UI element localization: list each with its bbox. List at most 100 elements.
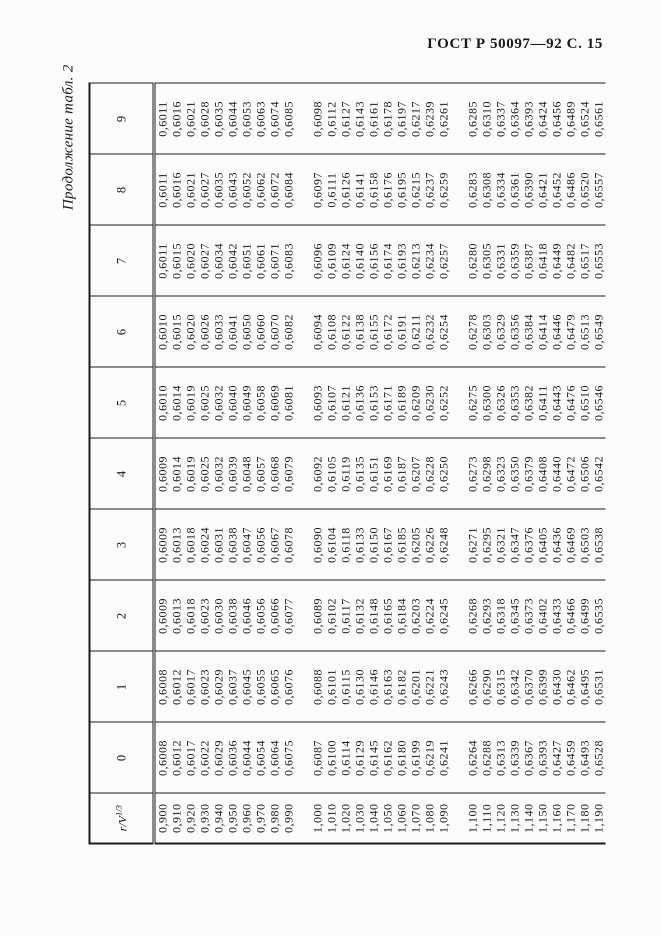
table-cell: 0,6176 bbox=[380, 154, 395, 226]
table-cell: 0,6345 bbox=[507, 580, 522, 652]
row-label: 1,100 bbox=[465, 803, 480, 834]
table-cell: 0,6456 bbox=[549, 83, 564, 155]
table-cell: 0,6217 bbox=[408, 83, 423, 155]
table-row-1,050: 1,050 0,6162 0,6163 0,6165 0,6167 0,6169 0,617… bbox=[380, 83, 395, 844]
table-cell: 0,6479 bbox=[563, 296, 578, 368]
table-cell: 0,6182 bbox=[394, 651, 409, 723]
table-row-1,120: 1,120 0,6313 0,6315 0,6318 0,6321 0,6323 0,632… bbox=[493, 83, 508, 844]
table-cell: 0,6248 bbox=[436, 509, 451, 581]
table-cell: 0,6331 bbox=[493, 225, 508, 297]
table-cell: 0,6022 bbox=[197, 722, 212, 794]
table-cell: 0,6298 bbox=[479, 438, 494, 510]
table-cell: 0,6402 bbox=[535, 580, 550, 652]
row-label: 0,970 bbox=[253, 803, 268, 834]
table-cell: 0,6163 bbox=[380, 651, 395, 723]
table-cell: 0,6118 bbox=[338, 509, 353, 581]
table-cell: 0,6158 bbox=[366, 154, 381, 226]
table-cell: 0,6089 bbox=[310, 580, 325, 652]
table-cell: 0,6037 bbox=[225, 651, 240, 723]
table-cell: 0,6486 bbox=[563, 154, 578, 226]
gap-cell bbox=[295, 83, 311, 155]
table-cell: 0,6361 bbox=[507, 154, 522, 226]
table-cell: 0,6427 bbox=[549, 722, 564, 794]
table-cell: 0,6011 bbox=[154, 225, 170, 297]
table-cell: 0,6109 bbox=[324, 225, 339, 297]
table-cell: 0,6027 bbox=[197, 225, 212, 297]
row-label: 0,980 bbox=[267, 803, 282, 834]
table-cell: 0,6308 bbox=[479, 154, 494, 226]
table-cell: 0,6038 bbox=[225, 509, 240, 581]
table-cell: 0,6245 bbox=[436, 580, 451, 652]
gap-cell bbox=[450, 367, 466, 439]
table-cell: 0,6119 bbox=[338, 438, 353, 510]
gap-cell bbox=[451, 794, 466, 844]
gap-cell bbox=[295, 225, 311, 297]
table-cell: 0,6011 bbox=[154, 83, 170, 155]
table-cell: 0,6061 bbox=[253, 225, 268, 297]
table-cell: 0,6026 bbox=[197, 296, 212, 368]
table-cell: 0,6011 bbox=[154, 154, 170, 226]
table-cell: 0,6008 bbox=[154, 651, 170, 723]
table-row-0,910: 0,910 0,6012 0,6012 0,6013 0,6013 0,6014 0,601… bbox=[169, 83, 184, 844]
table-cell: 0,6034 bbox=[211, 225, 226, 297]
table-cell: 0,6141 bbox=[352, 154, 367, 226]
gap-cell bbox=[295, 580, 311, 652]
table-row-1,080: 1,080 0,6219 0,6221 0,6224 0,6226 0,6228 0,623… bbox=[422, 83, 437, 844]
table-cell: 0,6078 bbox=[281, 509, 296, 581]
table-cell: 0,6032 bbox=[211, 438, 226, 510]
page-header: ГОСТ Р 50097—92 С. 15 bbox=[427, 36, 603, 52]
table-cell: 0,6184 bbox=[394, 580, 409, 652]
table-cell: 0,6293 bbox=[479, 580, 494, 652]
table-cell: 0,6213 bbox=[408, 225, 423, 297]
table-cell: 0,6356 bbox=[507, 296, 522, 368]
table-cell: 0,6370 bbox=[521, 651, 536, 723]
col-header-9: 9 bbox=[89, 83, 154, 155]
table-cell: 0,6115 bbox=[338, 651, 353, 723]
table-row-0,930: 0,930 0,6022 0,6023 0,6023 0,6024 0,6025 0,602… bbox=[197, 83, 212, 844]
col-header-8: 8 bbox=[89, 154, 154, 226]
table-cell: 0,6013 bbox=[169, 509, 184, 581]
table-cell: 0,6275 bbox=[465, 367, 480, 439]
table-cell: 0,6031 bbox=[211, 509, 226, 581]
table-cell: 0,6535 bbox=[591, 580, 606, 652]
col-header-0: 0 bbox=[89, 722, 154, 794]
table-cell: 0,6050 bbox=[239, 296, 254, 368]
table-cell: 0,6051 bbox=[239, 225, 254, 297]
table-row-0,920: 0,920 0,6017 0,6017 0,6018 0,6018 0,6019 0,601… bbox=[183, 83, 198, 844]
table-cell: 0,6016 bbox=[169, 154, 184, 226]
table-cell: 0,6046 bbox=[239, 580, 254, 652]
table-cell: 0,6093 bbox=[310, 367, 325, 439]
table-cell: 0,6008 bbox=[154, 722, 170, 794]
table-cell: 0,6376 bbox=[521, 509, 536, 581]
gap-cell bbox=[450, 651, 466, 723]
row-label: 0,920 bbox=[183, 803, 198, 834]
gap-cell bbox=[450, 296, 466, 368]
table-cell: 0,6250 bbox=[436, 438, 451, 510]
table-cell: 0,6108 bbox=[324, 296, 339, 368]
table-cell: 0,6178 bbox=[380, 83, 395, 155]
row-label: 0,950 bbox=[225, 803, 240, 834]
table-cell: 0,6132 bbox=[352, 580, 367, 652]
table-cell: 0,6443 bbox=[549, 367, 564, 439]
table-cell: 0,6387 bbox=[521, 225, 536, 297]
table-cell: 0,6254 bbox=[436, 296, 451, 368]
table-cell: 0,6014 bbox=[169, 438, 184, 510]
table-cell: 0,6069 bbox=[267, 367, 282, 439]
table-cell: 0,6025 bbox=[197, 438, 212, 510]
table-cell: 0,6449 bbox=[549, 225, 564, 297]
table-cell: 0,6295 bbox=[479, 509, 494, 581]
table-cell: 0,6009 bbox=[154, 580, 170, 652]
table-cell: 0,6146 bbox=[366, 651, 381, 723]
gap-cell bbox=[295, 722, 311, 794]
table-cell: 0,6503 bbox=[577, 509, 592, 581]
row-label: 1,070 bbox=[408, 803, 423, 834]
table-cell: 0,6252 bbox=[436, 367, 451, 439]
row-label: 1,020 bbox=[338, 803, 353, 834]
table-cell: 0,6364 bbox=[507, 83, 522, 155]
table-row-1,040: 1,040 0,6145 0,6146 0,6148 0,6150 0,6151 0,615… bbox=[366, 83, 381, 844]
table-cell: 0,6221 bbox=[422, 651, 437, 723]
table-cell: 0,6145 bbox=[366, 722, 381, 794]
row-label: 1,010 bbox=[324, 803, 339, 834]
table-cell: 0,6038 bbox=[225, 580, 240, 652]
table-cell: 0,6228 bbox=[422, 438, 437, 510]
